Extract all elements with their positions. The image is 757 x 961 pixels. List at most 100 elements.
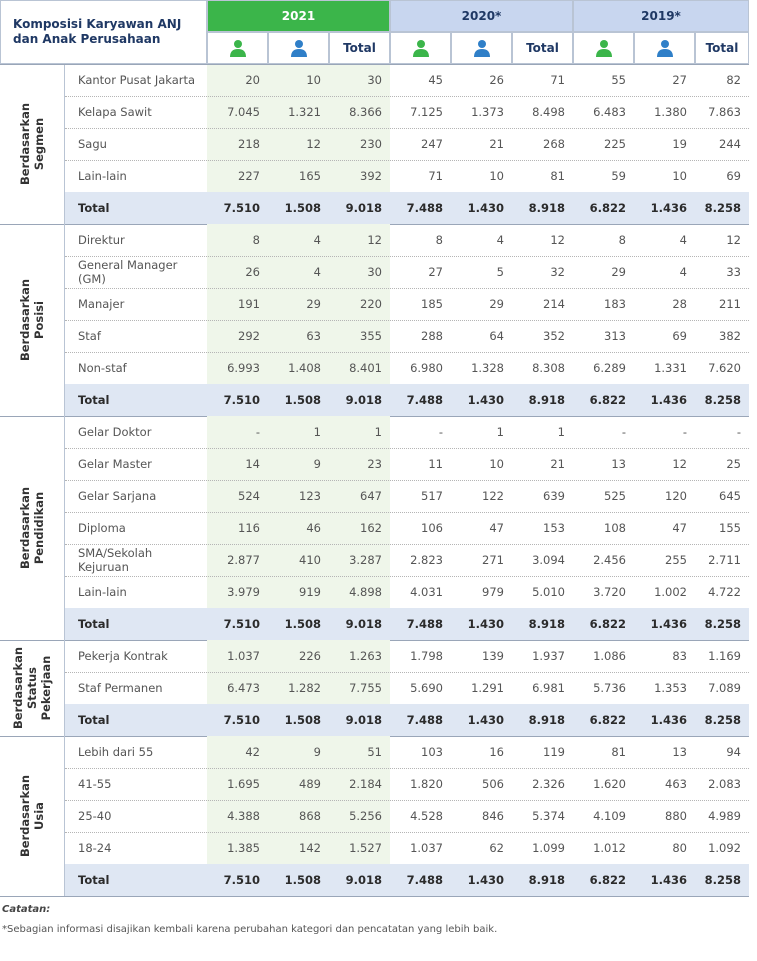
row-divider [65, 96, 749, 97]
value: 7.620 [708, 361, 741, 375]
value: 4 [313, 233, 321, 247]
value: 220 [360, 297, 382, 311]
row-label-line: SMA/Sekolah [78, 546, 153, 560]
value: 69 [726, 169, 741, 183]
row-label-line: 41-55 [78, 777, 112, 791]
total-band [65, 864, 749, 896]
row-label: Diploma [65, 512, 207, 544]
value: 81 [611, 745, 626, 759]
row-label-line: Staf [78, 329, 101, 343]
value: 846 [482, 809, 504, 823]
value: 3.287 [349, 553, 382, 567]
total-value: 1.508 [284, 873, 321, 887]
row-label-line: Staf Permanen [78, 681, 163, 695]
total-value: 8.258 [704, 617, 741, 631]
female-icon [656, 40, 673, 57]
value: 1 [557, 425, 565, 439]
value: 55 [611, 73, 626, 87]
sub-header [573, 32, 634, 64]
value: 13 [611, 457, 626, 471]
value: 12 [672, 457, 687, 471]
value: 1.620 [593, 777, 626, 791]
value: 1.385 [227, 841, 260, 855]
value: 880 [665, 809, 687, 823]
value: 80 [672, 841, 687, 855]
total-value: 6.822 [589, 393, 626, 407]
row-label-line: Manajer [78, 297, 125, 311]
row-label-line: General Manager [78, 258, 178, 272]
value: 1.086 [593, 649, 626, 663]
row-label: Staf [65, 320, 207, 352]
total-value: 1.436 [650, 873, 687, 887]
value: 1.937 [532, 649, 565, 663]
value: 9 [313, 745, 321, 759]
value: 1.527 [349, 841, 382, 855]
row-label-line: Lebih dari 55 [78, 745, 154, 759]
value: 1 [496, 425, 504, 439]
row-divider [65, 352, 749, 353]
value: 32 [550, 265, 565, 279]
total-value: 6.822 [589, 201, 626, 215]
total-label: Total [78, 201, 110, 215]
value: 25 [726, 457, 741, 471]
value: 8 [252, 233, 260, 247]
total-value: 6.822 [589, 617, 626, 631]
row-label-line: 25-40 [78, 809, 112, 823]
value: 645 [719, 489, 741, 503]
value: 23 [367, 457, 382, 471]
row-label: Non-staf [65, 352, 207, 384]
value: 392 [360, 169, 382, 183]
value: 506 [482, 777, 504, 791]
value: 26 [489, 73, 504, 87]
value: 14 [245, 457, 260, 471]
value: - [255, 425, 260, 439]
value: 2.456 [593, 553, 626, 567]
total-band [65, 192, 749, 224]
value: 255 [665, 553, 687, 567]
value: 463 [665, 777, 687, 791]
total-value: 1.430 [467, 873, 504, 887]
male-icon [412, 40, 429, 57]
value: 183 [604, 297, 626, 311]
total-value: 1.508 [284, 713, 321, 727]
value: 165 [299, 169, 321, 183]
total-value: 6.822 [589, 873, 626, 887]
value: 29 [306, 297, 321, 311]
value: 2.083 [708, 777, 741, 791]
group-label-line: Berdasarkan [18, 486, 33, 570]
total-label: Total [78, 873, 110, 887]
row-divider [65, 544, 749, 545]
row-label-line: Lain-lain [78, 169, 127, 183]
value: 4.989 [708, 809, 741, 823]
value: 45 [428, 73, 443, 87]
total-label: Total [78, 713, 110, 727]
value: 20 [245, 73, 260, 87]
total-value: 7.510 [223, 617, 260, 631]
total-value: 8.258 [704, 201, 741, 215]
total-band [65, 384, 749, 416]
row-label-line: Gelar Master [78, 457, 152, 471]
row-label: Staf Permanen [65, 672, 207, 704]
value: 4.109 [593, 809, 626, 823]
section-divider [0, 64, 749, 65]
total-value: 7.510 [223, 201, 260, 215]
row-divider [65, 128, 749, 129]
row-label: Gelar Doktor [65, 416, 207, 448]
sub-header [634, 32, 695, 64]
total-value: 1.508 [284, 201, 321, 215]
value: 120 [665, 489, 687, 503]
row-label: Manajer [65, 288, 207, 320]
value: 27 [672, 73, 687, 87]
total-value: 7.488 [406, 873, 443, 887]
total-value: 8.918 [528, 617, 565, 631]
row-label: Kelapa Sawit [65, 96, 207, 128]
value: 524 [238, 489, 260, 503]
value: 10 [489, 457, 504, 471]
row-label: Kantor Pusat Jakarta [65, 64, 207, 96]
total-value: 7.510 [223, 393, 260, 407]
female-icon [290, 40, 307, 57]
value: 7.045 [227, 105, 260, 119]
value: 83 [672, 649, 687, 663]
row-divider [65, 480, 749, 481]
row-label: Lebih dari 55 [65, 736, 207, 768]
